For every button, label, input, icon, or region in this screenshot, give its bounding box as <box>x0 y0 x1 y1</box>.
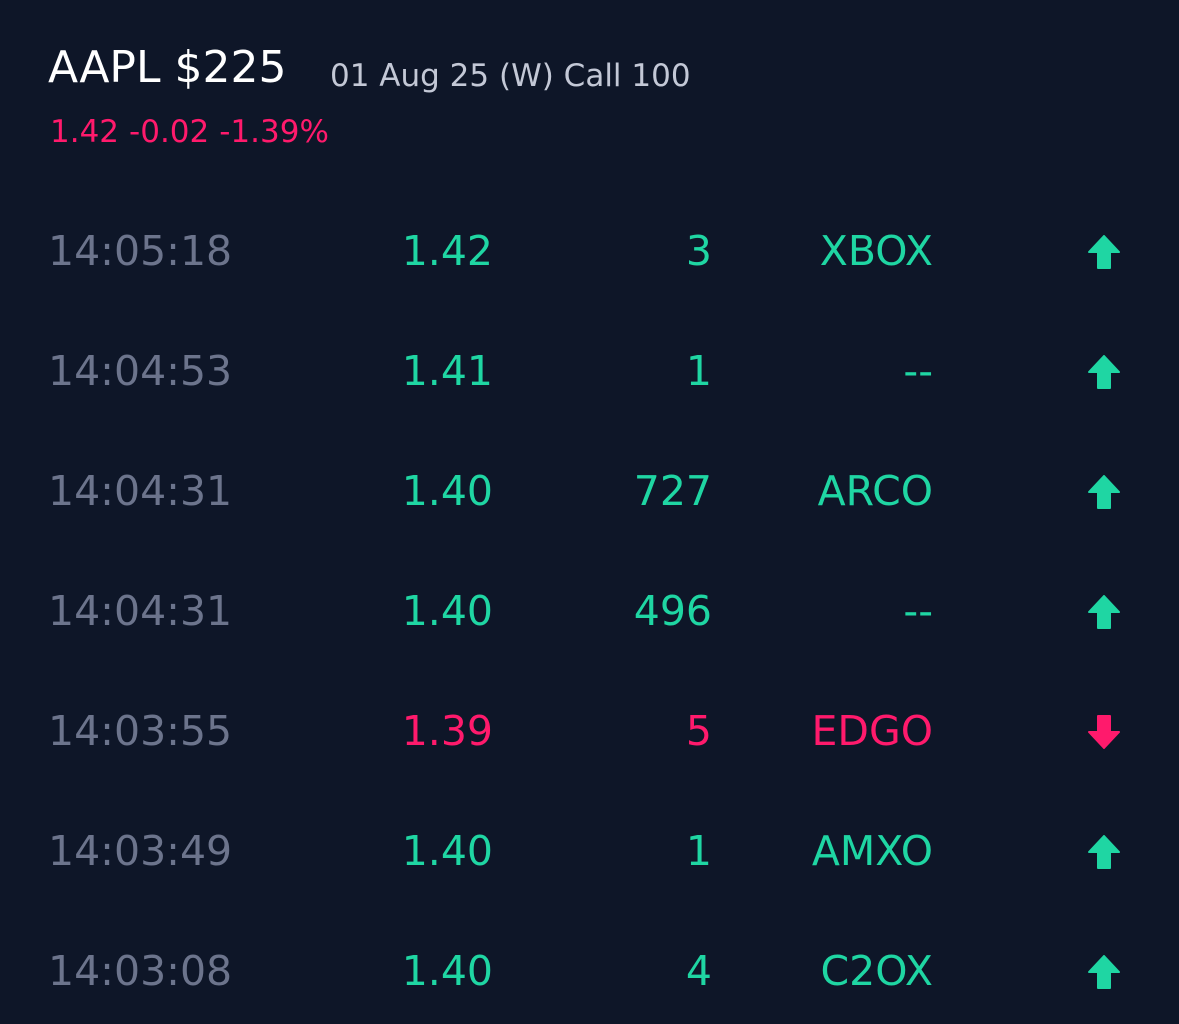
arrow-shape <box>1088 955 1120 989</box>
arrow-shape <box>1088 835 1120 869</box>
trade-exchange: -- <box>903 587 933 635</box>
trade-price: 1.41 <box>401 347 493 395</box>
trade-row: 14:05:18 1.42 3 XBOX <box>0 221 1179 281</box>
arrow-shape <box>1088 595 1120 629</box>
trade-size: 3 <box>685 227 712 275</box>
trade-time: 14:04:31 <box>48 587 233 635</box>
trade-size: 496 <box>633 587 712 635</box>
trade-row: 14:04:53 1.41 1 -- <box>0 341 1179 401</box>
direction-arrow <box>1088 475 1120 509</box>
trade-exchange: ARCO <box>817 467 933 515</box>
last-price: 1.42 <box>50 114 120 150</box>
trade-time: 14:03:08 <box>48 947 233 995</box>
trade-row: 14:04:31 1.40 496 -- <box>0 581 1179 641</box>
trade-time: 14:03:55 <box>48 707 233 755</box>
arrow-shape <box>1088 355 1120 389</box>
trade-row: 14:03:08 1.40 4 C2OX <box>0 941 1179 1001</box>
symbol-title: AAPL $225 <box>48 42 287 93</box>
direction-arrow <box>1088 715 1120 749</box>
trade-price: 1.42 <box>401 227 493 275</box>
trade-size: 727 <box>633 467 712 515</box>
trade-row: 14:03:49 1.40 1 AMXO <box>0 821 1179 881</box>
trade-row: 14:04:31 1.40 727 ARCO <box>0 461 1179 521</box>
arrow-shape <box>1088 235 1120 269</box>
trade-size: 1 <box>685 827 712 875</box>
direction-arrow <box>1088 955 1120 989</box>
quote-line: 1.42 -0.02 -1.39% <box>50 114 339 150</box>
direction-arrow <box>1088 235 1120 269</box>
trade-price: 1.40 <box>401 827 493 875</box>
trade-exchange: EDGO <box>811 707 933 755</box>
trade-price: 1.40 <box>401 587 493 635</box>
price-change: -0.02 <box>129 114 210 150</box>
trade-time: 14:03:49 <box>48 827 233 875</box>
trade-exchange: XBOX <box>819 227 933 275</box>
trade-price: 1.40 <box>401 947 493 995</box>
direction-arrow <box>1088 595 1120 629</box>
arrow-shape <box>1088 715 1120 749</box>
contract-label: 01 Aug 25 (W) Call 100 <box>330 58 691 94</box>
direction-arrow <box>1088 835 1120 869</box>
trade-price: 1.40 <box>401 467 493 515</box>
trade-time: 14:04:31 <box>48 467 233 515</box>
trade-time: 14:04:53 <box>48 347 233 395</box>
trade-exchange: C2OX <box>820 947 933 995</box>
trade-row: 14:03:55 1.39 5 EDGO <box>0 701 1179 761</box>
arrow-shape <box>1088 475 1120 509</box>
trade-size: 1 <box>685 347 712 395</box>
trade-exchange: -- <box>903 347 933 395</box>
change-percent: -1.39% <box>219 114 329 150</box>
trade-size: 4 <box>685 947 712 995</box>
direction-arrow <box>1088 355 1120 389</box>
trade-time: 14:05:18 <box>48 227 233 275</box>
trade-size: 5 <box>685 707 712 755</box>
trade-exchange: AMXO <box>811 827 933 875</box>
trade-price: 1.39 <box>401 707 493 755</box>
